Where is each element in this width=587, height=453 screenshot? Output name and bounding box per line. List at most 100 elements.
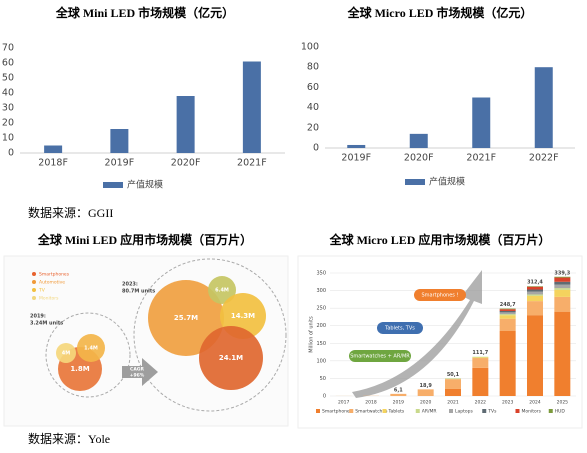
y-tick-label: 10 bbox=[2, 133, 14, 144]
bubble bbox=[77, 334, 105, 362]
legend-swatch bbox=[482, 409, 487, 413]
y-tick-label: 100 bbox=[301, 42, 319, 53]
x-tick-label: 2020F bbox=[171, 158, 201, 169]
x-tick-label: 2020 bbox=[420, 400, 432, 406]
legend-label: Automotive bbox=[39, 280, 65, 286]
legend-label: Smartphones bbox=[322, 409, 353, 415]
chart-title: 全球 Mini LED 市场规模（亿元） bbox=[55, 5, 234, 20]
bubble-label: 24.1M bbox=[219, 354, 243, 362]
group-caption: 80.7M units bbox=[122, 289, 155, 295]
x-tick-label: 2022 bbox=[475, 400, 487, 406]
cagr-label: +96% bbox=[130, 373, 145, 379]
legend-swatch bbox=[382, 409, 387, 413]
legend-swatch bbox=[103, 182, 123, 188]
y-axis-label: Million of units bbox=[309, 316, 315, 353]
bar-segment bbox=[527, 286, 543, 290]
annotation-box bbox=[349, 350, 411, 362]
y-tick-label: 150 bbox=[316, 341, 326, 347]
bar-segment bbox=[554, 311, 571, 396]
x-tick-label: 2021F bbox=[466, 153, 496, 164]
y-tick-label: 40 bbox=[307, 102, 319, 113]
y-tick-label: 350 bbox=[316, 271, 326, 277]
group-caption: 2023: bbox=[122, 282, 138, 288]
bar-segment bbox=[390, 393, 407, 396]
arrow bbox=[352, 270, 482, 398]
annotation: Smartphones ! bbox=[422, 293, 459, 299]
bar-segment bbox=[445, 379, 461, 389]
bubble bbox=[148, 280, 224, 356]
bar-segment bbox=[417, 389, 434, 396]
bar-segment bbox=[499, 310, 516, 313]
x-tick-label: 2019F bbox=[105, 158, 135, 169]
x-tick-label: 2023 bbox=[502, 400, 514, 406]
y-tick-label: 0 bbox=[323, 394, 326, 400]
legend-label: 产值规模 bbox=[429, 176, 465, 188]
figure-title: 全球 Mini LED 应用市场规模（百万片） bbox=[37, 232, 252, 247]
y-tick-label: 100 bbox=[316, 358, 326, 364]
y-tick-label: 80 bbox=[307, 62, 319, 73]
bar-segment bbox=[499, 330, 516, 396]
bar-segment bbox=[527, 294, 543, 296]
bar-segment bbox=[445, 378, 461, 380]
bar-segment bbox=[554, 288, 571, 290]
bar bbox=[347, 144, 366, 148]
bar-segment bbox=[527, 291, 543, 295]
bubble-label: 25.7M bbox=[174, 314, 198, 322]
y-tick-label: 40 bbox=[2, 88, 14, 99]
bar-segment bbox=[527, 289, 543, 292]
total-label: 6,1 bbox=[394, 387, 403, 393]
legend-label: TVs bbox=[487, 409, 497, 415]
bar-segment bbox=[472, 357, 489, 359]
legend-label: Tablets bbox=[388, 409, 405, 415]
total-label: 18,9 bbox=[419, 383, 432, 389]
legend-swatch bbox=[405, 179, 425, 185]
legend-label: HUD bbox=[555, 409, 566, 415]
bar bbox=[242, 61, 261, 153]
bar-segment bbox=[472, 367, 489, 396]
legend-swatch bbox=[415, 409, 420, 413]
bar-segment bbox=[472, 358, 489, 368]
bubble bbox=[208, 276, 236, 304]
x-tick-label: 2021F bbox=[237, 158, 267, 169]
bar-segment bbox=[499, 315, 516, 319]
total-label: 50,1 bbox=[447, 372, 460, 378]
y-tick-label: 200 bbox=[316, 323, 326, 329]
bar-segment bbox=[527, 295, 543, 302]
bar-segment bbox=[554, 281, 571, 285]
legend-label: 产值规模 bbox=[127, 179, 163, 191]
x-tick-label: 2017 bbox=[338, 400, 350, 406]
legend-swatch bbox=[349, 409, 354, 413]
total-label: 339,3 bbox=[554, 270, 570, 276]
bar-segment bbox=[527, 301, 543, 316]
legend-label: Smartwatches bbox=[355, 409, 388, 415]
bar-segment bbox=[554, 284, 571, 289]
legend-dot bbox=[32, 288, 36, 292]
total-label: 312,4 bbox=[527, 280, 543, 286]
y-tick-label: 60 bbox=[2, 58, 14, 69]
bar-segment bbox=[499, 314, 516, 316]
x-tick-label: 2022F bbox=[529, 153, 559, 164]
y-tick-label: 70 bbox=[2, 43, 14, 54]
bubble-label: 1.8M bbox=[70, 365, 89, 373]
x-tick-label: 2018 bbox=[365, 400, 377, 406]
bubble-label: 1.4M bbox=[84, 346, 98, 352]
bar bbox=[110, 129, 129, 153]
x-tick-label: 2020F bbox=[404, 153, 434, 164]
annotation-box bbox=[414, 289, 466, 301]
cagr-label: CAGR bbox=[130, 367, 144, 373]
legend-swatch bbox=[515, 409, 520, 413]
legend-label: Smartphones bbox=[39, 272, 70, 278]
x-tick-label: 2025 bbox=[557, 400, 569, 406]
bar-segment bbox=[554, 276, 571, 278]
group-ring bbox=[133, 258, 287, 412]
legend-dot bbox=[32, 272, 36, 276]
bar-segment bbox=[527, 315, 543, 396]
legend-swatch bbox=[449, 409, 453, 413]
bar bbox=[472, 97, 491, 148]
source: 数据来源：GGII bbox=[28, 205, 113, 220]
group-caption: 3.24M units bbox=[30, 321, 63, 327]
legend-swatch bbox=[316, 409, 320, 413]
annotation: Tablets, TVs bbox=[384, 326, 415, 332]
bar-segment bbox=[554, 296, 571, 312]
